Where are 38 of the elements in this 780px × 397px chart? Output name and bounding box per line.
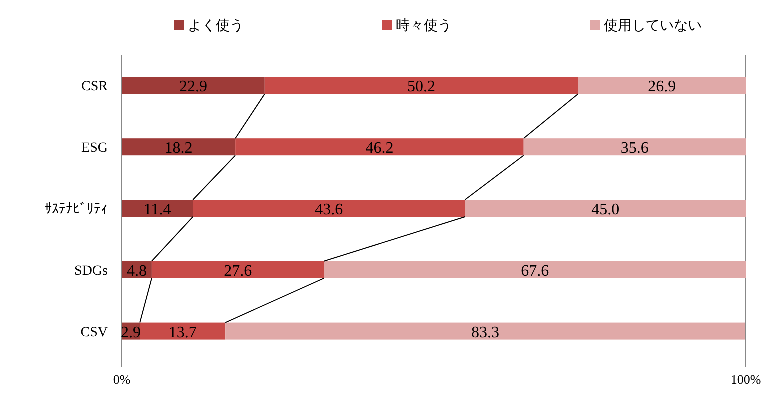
legend-label: 時々使う [396, 18, 452, 34]
data-label: 67.6 [521, 262, 550, 280]
legend-label: 使用していない [604, 18, 702, 34]
data-label: 4.8 [126, 262, 147, 280]
data-label: 18.2 [164, 140, 193, 158]
bar [524, 138, 746, 156]
data-label: 45.0 [592, 202, 620, 218]
bar [236, 138, 524, 156]
x-tick-label: 100% [730, 372, 762, 387]
x-tick-label: 0% [113, 372, 131, 387]
y-tick-label: CSV [80, 325, 108, 340]
data-label: 50.2 [408, 78, 436, 96]
bar [122, 138, 236, 156]
data-label: 43.6 [315, 202, 344, 218]
data-label: 27.6 [224, 262, 252, 280]
data-label: 83.3 [471, 324, 500, 342]
bar [578, 77, 746, 94]
bar [193, 200, 466, 217]
data-label: 13.7 [168, 324, 197, 342]
bar [226, 322, 746, 340]
data-label: 22.9 [179, 78, 208, 96]
bar [324, 261, 746, 278]
bar [122, 77, 265, 94]
legend-label: よく使う [188, 18, 244, 34]
data-label: 2.9 [121, 324, 142, 342]
data-label: 26.9 [648, 78, 676, 96]
data-label: 11.4 [144, 202, 172, 218]
y-tick-label: SDGs [74, 264, 108, 279]
bar [122, 200, 194, 217]
data-label: 35.6 [620, 140, 649, 158]
data-label: 46.2 [366, 140, 394, 158]
bar [465, 200, 746, 217]
bar [140, 322, 226, 340]
bar [264, 77, 578, 94]
y-tick-label: ｻｽﾃﾅﾋﾞﾘﾃｨ [45, 202, 108, 218]
bar [152, 261, 324, 278]
y-tick-label: ESG [82, 141, 108, 156]
y-tick-label: CSR [82, 80, 109, 95]
